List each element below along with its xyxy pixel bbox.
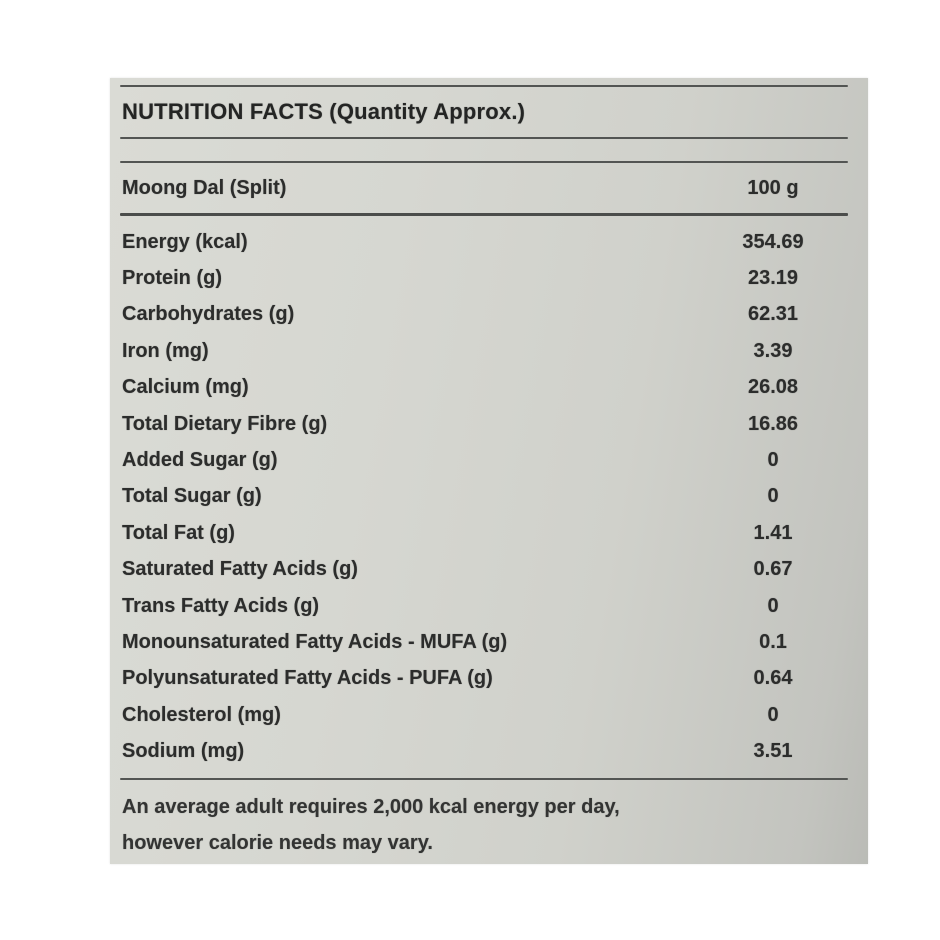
footnote: An average adult requires 2,000 kcal ene…: [110, 789, 868, 861]
nutrient-value: 0: [767, 594, 779, 617]
footnote-line-1: An average adult requires 2,000 kcal ene…: [122, 795, 620, 818]
nutrient-row: Protein (g) 23.19: [110, 260, 868, 296]
nutrient-row: Total Fat (g) 1.41: [110, 515, 868, 551]
nutrient-row: Sodium (mg) 3.51: [110, 733, 868, 769]
nutrient-value: 0.64: [753, 667, 793, 690]
divider-below-header: [120, 213, 848, 216]
footnote-line-2: however calorie needs may vary.: [122, 831, 433, 854]
nutrient-value: 26.08: [747, 376, 799, 399]
nutrient-name: Energy (kcal): [122, 230, 248, 253]
divider-above-header: [120, 161, 848, 163]
nutrient-name: Protein (g): [122, 267, 222, 290]
product-header-row: Moong Dal (Split) 100 g: [110, 163, 868, 213]
nutrient-value: 0: [767, 703, 779, 726]
serving-size: 100 g: [747, 176, 799, 199]
nutrient-name: Cholesterol (mg): [122, 703, 281, 726]
nutrient-name: Trans Fatty Acids (g): [122, 594, 320, 617]
nutrient-row: Iron (mg) 3.39: [110, 333, 868, 369]
nutrient-row: Monounsaturated Fatty Acids - MUFA (g) 0…: [110, 624, 868, 660]
label-title: NUTRITION FACTS (Quantity Approx.): [122, 99, 526, 124]
nutrient-row: Total Dietary Fibre (g) 16.86: [110, 406, 868, 442]
nutrient-name: Total Fat (g): [122, 521, 235, 544]
nutrient-name: Iron (mg): [122, 339, 209, 362]
nutrient-name: Monounsaturated Fatty Acids - MUFA (g): [122, 630, 508, 653]
nutrient-name: Total Dietary Fibre (g): [122, 412, 328, 435]
nutrient-row: Added Sugar (g) 0: [110, 442, 868, 478]
title-row: NUTRITION FACTS (Quantity Approx.): [110, 87, 868, 137]
nutrient-name: Sodium (mg): [122, 740, 245, 763]
nutrient-value: 0.67: [753, 558, 793, 581]
nutrient-value: 0.1: [759, 630, 787, 653]
nutrient-name: Added Sugar (g): [122, 449, 278, 472]
nutrition-facts-label: NUTRITION FACTS (Quantity Approx.) Moong…: [110, 78, 868, 864]
nutrient-value: 3.39: [753, 339, 793, 362]
divider-top: [120, 85, 848, 87]
nutrient-name: Calcium (mg): [122, 376, 249, 399]
nutrient-row: Energy (kcal) 354.69: [110, 224, 868, 260]
nutrient-table: Energy (kcal) 354.69 Protein (g) 23.19 C…: [110, 224, 868, 770]
divider-below-title: [120, 137, 848, 139]
nutrient-value: 1.41: [753, 521, 793, 544]
divider-above-footnote: [120, 777, 848, 780]
nutrient-value: 23.19: [747, 267, 799, 290]
nutrient-name: Polyunsaturated Fatty Acids - PUFA (g): [122, 667, 493, 690]
nutrient-value: 62.31: [747, 303, 799, 326]
nutrient-value: 3.51: [753, 740, 793, 763]
nutrient-row: Saturated Fatty Acids (g) 0.67: [110, 552, 868, 588]
nutrient-row: Total Sugar (g) 0: [110, 479, 868, 515]
nutrient-name: Carbohydrates (g): [122, 303, 295, 326]
product-name: Moong Dal (Split): [122, 176, 287, 199]
nutrient-row: Trans Fatty Acids (g) 0: [110, 588, 868, 624]
nutrient-row: Polyunsaturated Fatty Acids - PUFA (g) 0…: [110, 661, 868, 697]
nutrient-value: 0: [767, 485, 779, 508]
nutrient-row: Calcium (mg) 26.08: [110, 370, 868, 406]
nutrient-value: 354.69: [742, 230, 804, 253]
nutrient-row: Carbohydrates (g) 62.31: [110, 297, 868, 333]
nutrient-row: Cholesterol (mg) 0: [110, 697, 868, 733]
nutrient-name: Saturated Fatty Acids (g): [122, 558, 358, 581]
nutrient-value: 16.86: [747, 412, 799, 435]
nutrient-name: Total Sugar (g): [122, 485, 262, 508]
nutrient-value: 0: [767, 449, 779, 472]
